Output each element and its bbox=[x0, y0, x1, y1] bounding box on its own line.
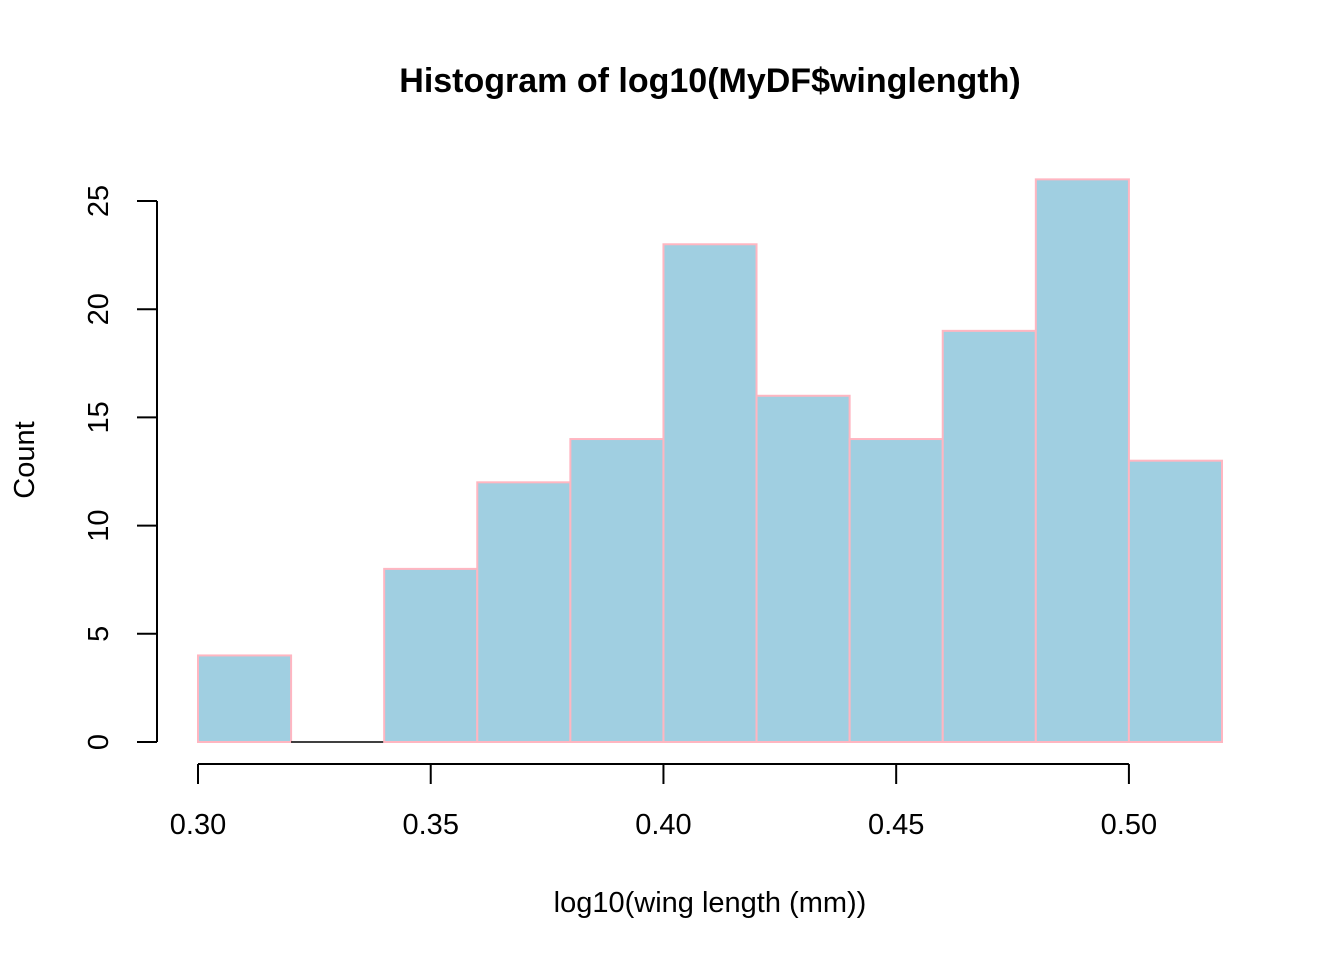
y-axis: 0 5 10 15 20 25 bbox=[83, 185, 158, 750]
x-tick-label: 0.50 bbox=[1101, 809, 1157, 841]
histogram-bar bbox=[1127, 459, 1223, 743]
histogram-bar bbox=[569, 438, 665, 743]
histogram-bar bbox=[848, 438, 944, 743]
y-axis-label: Count bbox=[9, 421, 41, 498]
y-tick-label: 0 bbox=[83, 734, 115, 750]
x-axis: 0.30 0.35 0.40 0.45 0.50 bbox=[170, 763, 1157, 841]
y-tick-label: 10 bbox=[83, 509, 115, 541]
x-tick-label: 0.35 bbox=[403, 809, 459, 841]
histogram-bar bbox=[383, 567, 479, 743]
x-tick-label: 0.40 bbox=[635, 809, 691, 841]
y-tick-label: 5 bbox=[83, 626, 115, 642]
histogram-bar bbox=[476, 481, 572, 743]
histogram-bar bbox=[197, 654, 293, 743]
y-tick-label: 20 bbox=[83, 293, 115, 325]
bars-group bbox=[197, 178, 1223, 744]
y-tick-label: 25 bbox=[83, 185, 115, 217]
y-tick-label: 15 bbox=[83, 401, 115, 433]
x-axis-label: log10(wing length (mm)) bbox=[554, 887, 867, 919]
x-tick-label: 0.45 bbox=[868, 809, 924, 841]
histogram-bar bbox=[755, 394, 851, 743]
x-tick-label: 0.30 bbox=[170, 809, 226, 841]
chart-title: Histogram of log10(MyDF$winglength) bbox=[399, 62, 1020, 100]
histogram-bar bbox=[1034, 178, 1130, 744]
histogram-bar bbox=[941, 329, 1037, 743]
histogram-bar bbox=[662, 243, 758, 743]
